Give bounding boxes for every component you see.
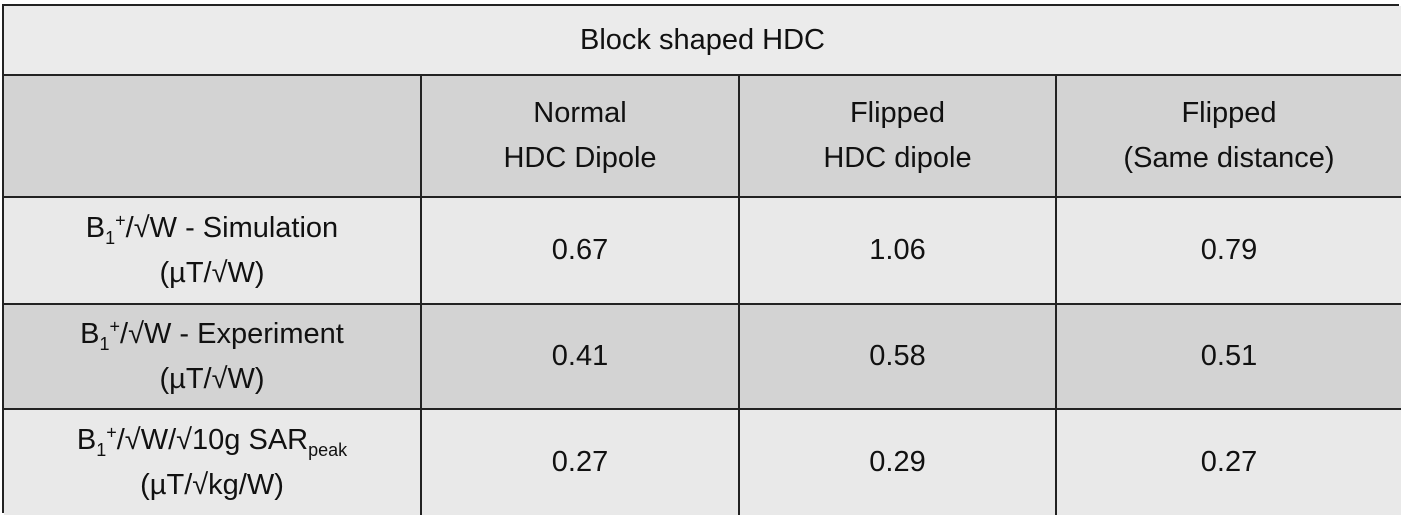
- label-text: (µT/√W): [159, 256, 265, 289]
- row-label: B1+/√W - Simulation (µT/√W): [4, 198, 422, 305]
- value-cell: 0.27: [422, 410, 740, 515]
- row-label-line: B1+/√W/√10g SARpeak: [77, 418, 347, 463]
- label-text: B: [80, 317, 100, 350]
- label-text: (µT/√W): [159, 362, 265, 395]
- row-label-line: (µT/√W): [159, 251, 264, 296]
- label-text: B: [85, 211, 106, 244]
- header-cell: Normal HDC Dipole: [422, 76, 740, 198]
- value-cell: 0.58: [740, 305, 1057, 410]
- header-cell: Flipped HDC dipole: [740, 76, 1057, 198]
- label-text: 1: [96, 439, 107, 460]
- table: Block shaped HDC Normal HDC Dipole Flipped…: [2, 4, 1401, 515]
- value-cell: 0.41: [422, 305, 740, 410]
- label-text: /√W - Simulation: [125, 211, 339, 244]
- table-title: Block shaped HDC: [4, 6, 1401, 76]
- value-cell: 0.29: [740, 410, 1057, 515]
- label-text: +: [115, 209, 126, 230]
- label-text: 1: [105, 227, 116, 248]
- value-cell: 1.06: [740, 198, 1057, 305]
- label-text: peak: [308, 439, 348, 460]
- header-text: Flipped: [849, 97, 946, 130]
- header-text: Normal: [533, 97, 627, 130]
- header-text: (Same distance): [1123, 142, 1335, 174]
- label-text: +: [106, 421, 117, 442]
- label-text: 1: [99, 333, 110, 354]
- value-cell: 0.67: [422, 198, 740, 305]
- header-text: HDC dipole: [823, 142, 972, 174]
- row-label-line: (µT/√W): [159, 357, 264, 402]
- row-label-line: (µT/√kg/W): [140, 463, 284, 508]
- value-cell: 0.51: [1057, 305, 1401, 410]
- label-text: (µT/√kg/W): [140, 468, 284, 501]
- row-label: B1+/√W/√10g SARpeak (µT/√kg/W): [4, 410, 422, 515]
- label-text: /√W - Experiment: [120, 317, 344, 350]
- row-label: B1+/√W - Experiment (µT/√W): [4, 305, 422, 410]
- row-label-line: B1+/√W - Experiment: [80, 312, 344, 357]
- value-cell: 0.79: [1057, 198, 1401, 305]
- label-text: /√W/√10g SAR: [116, 423, 309, 456]
- value-cell: 0.27: [1057, 410, 1401, 515]
- label-text: B: [76, 423, 97, 456]
- header-cell: [4, 76, 422, 198]
- header-text: HDC Dipole: [503, 142, 657, 174]
- header-cell: Flipped (Same distance): [1057, 76, 1401, 198]
- label-text: +: [109, 315, 121, 336]
- header-text: Flipped: [1181, 97, 1277, 130]
- row-label-line: B1+/√W - Simulation: [86, 206, 338, 251]
